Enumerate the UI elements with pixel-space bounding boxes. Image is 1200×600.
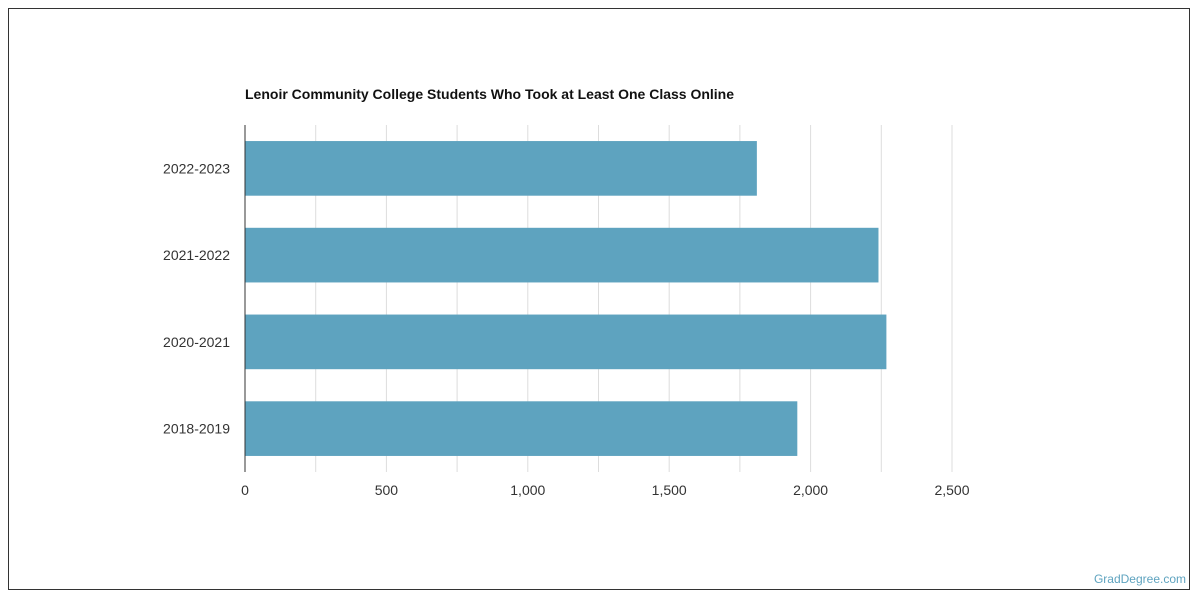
bars — [245, 141, 887, 456]
category-label-2020-2021: 2020-2021 — [163, 334, 230, 350]
x-tick-label: 2,500 — [934, 482, 969, 498]
category-label-2021-2022: 2021-2022 — [163, 247, 230, 263]
x-tick-label: 500 — [375, 482, 399, 498]
x-tick-label: 1,500 — [652, 482, 687, 498]
category-labels: 2022-2023 2021-2022 2020-2021 2018-2019 — [163, 160, 230, 436]
bar-2018-2019 — [245, 401, 798, 456]
watermark-link[interactable]: GradDegree.com — [1093, 572, 1186, 586]
category-label-2018-2019: 2018-2019 — [163, 421, 230, 437]
bar-2022-2023 — [245, 141, 757, 196]
chart-title: Lenoir Community College Students Who To… — [245, 86, 735, 102]
bar-2020-2021 — [245, 314, 887, 370]
x-tick-label: 0 — [241, 482, 249, 498]
bar-2021-2022 — [245, 227, 879, 283]
category-label-2022-2023: 2022-2023 — [163, 160, 230, 176]
x-tick-label: 2,000 — [793, 482, 828, 498]
x-tick-label: 1,000 — [510, 482, 545, 498]
x-tick-labels: 0 500 1,000 1,500 2,000 2,500 — [241, 482, 970, 498]
